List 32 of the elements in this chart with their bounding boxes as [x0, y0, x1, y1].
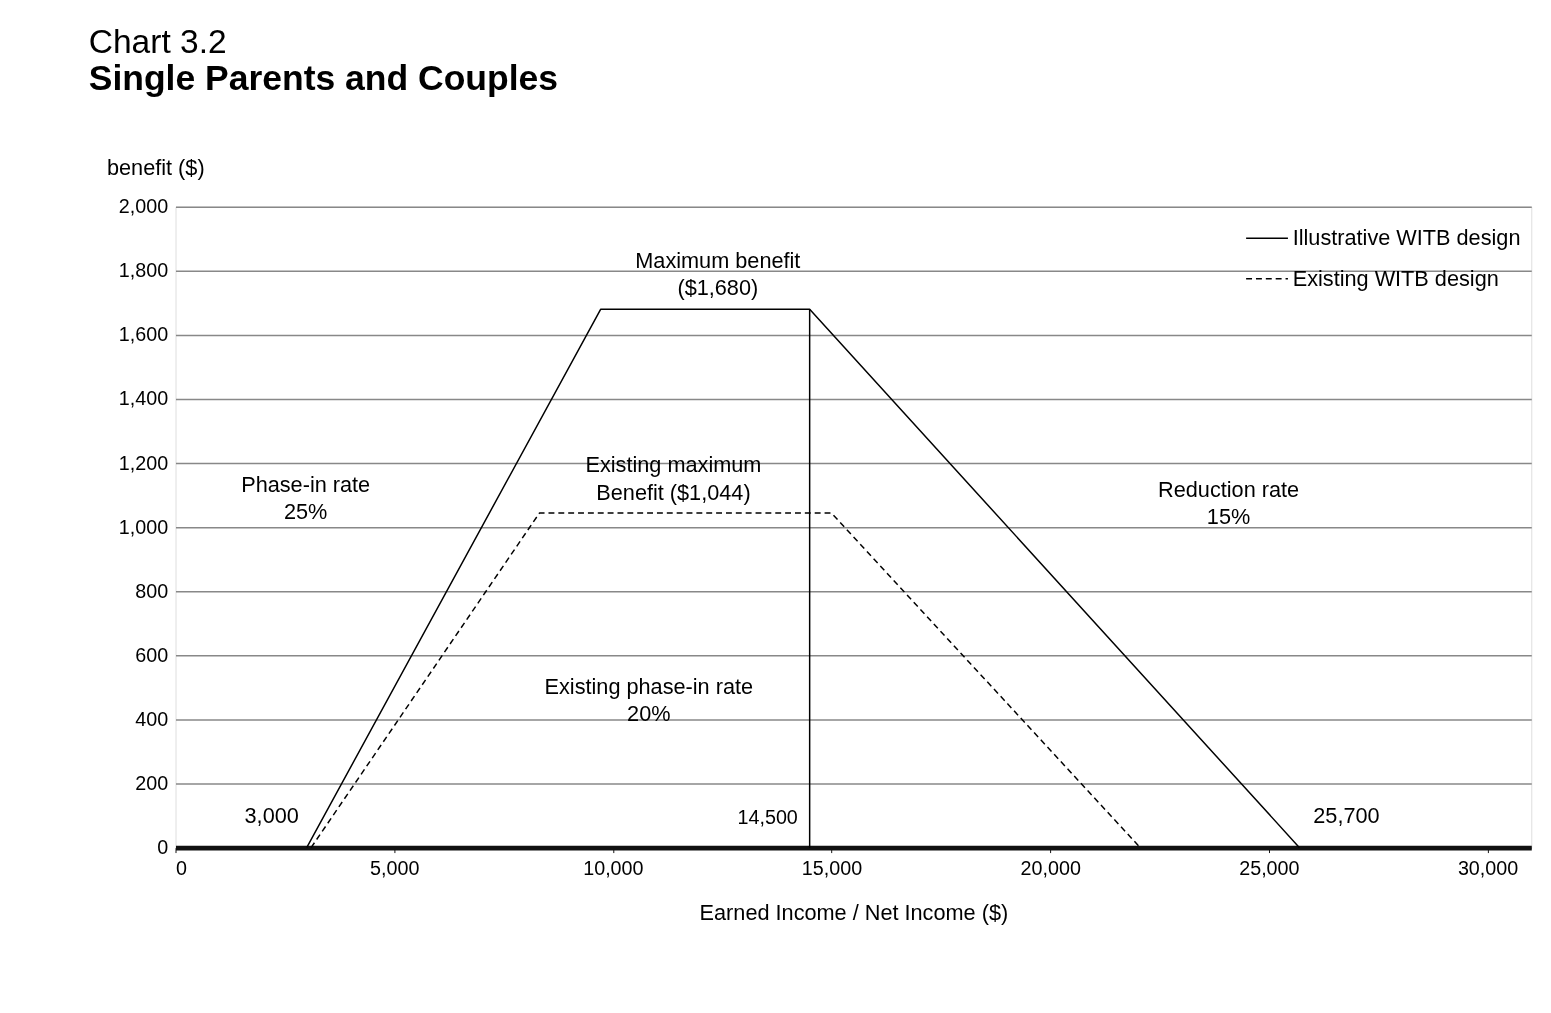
annotation: Maximum benefit ($1,680) [635, 247, 801, 301]
y-tick-label: 200 [135, 771, 169, 794]
legend-label: Illustrative WITB design [1292, 225, 1521, 251]
annotation: Phase-in rate 25% [241, 471, 371, 525]
x-tick-label: 20,000 [1020, 856, 1081, 879]
y-tick-label: 1,600 [118, 323, 169, 346]
y-tick-label: 800 [135, 579, 169, 602]
x-tick-label: 30,000 [1457, 856, 1519, 879]
annotation: 3,000 [244, 802, 299, 828]
annotation: Existing phase-in rate 20% [544, 673, 754, 727]
y-tick-label: 2,000 [118, 195, 169, 218]
x-tick-label: 25,000 [1239, 856, 1300, 879]
chart-subtitle: Single Parents and Couples [88, 58, 559, 99]
x-axis-title: Earned Income / Net Income ($) [699, 900, 1009, 926]
y-tick-label: 400 [135, 707, 169, 730]
x-tick-label: 0 [176, 856, 187, 879]
chart-title: Chart 3.2 [88, 22, 227, 60]
y-tick-label: 1,000 [118, 515, 169, 538]
x-tick-label: 15,000 [801, 856, 863, 879]
y-tick-label: 0 [157, 836, 169, 859]
y-tick-label: 1,200 [118, 451, 169, 474]
y-tick-label: 1,800 [118, 259, 169, 282]
y-tick-label: 1,400 [118, 387, 169, 410]
annotation: 25,700 [1313, 802, 1380, 828]
y-tick-label: 600 [135, 643, 169, 666]
x-tick-label: 5,000 [370, 856, 420, 879]
annotation: Reduction rate 15% [1158, 476, 1300, 530]
annotation: Existing maximum Benefit ($1,044) [585, 451, 762, 505]
ref-line-label: 14,500 [737, 805, 798, 828]
legend-label: Existing WITB design [1292, 265, 1499, 291]
x-tick-label: 10,000 [583, 856, 644, 879]
y-axis-title: benefit ($) [106, 154, 205, 180]
